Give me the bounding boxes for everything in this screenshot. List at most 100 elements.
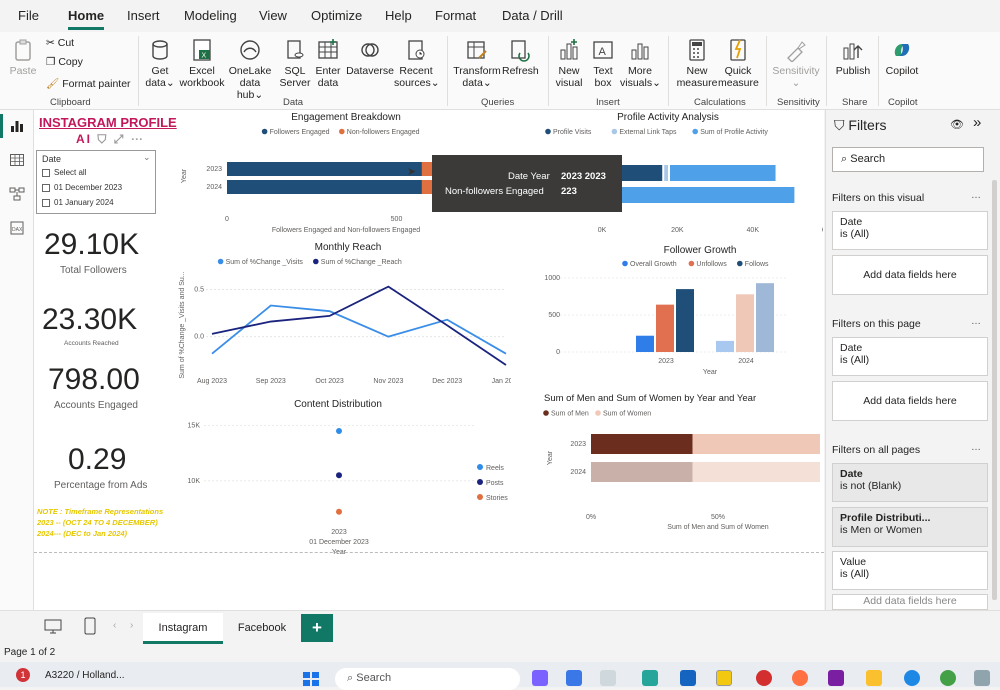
collapse-pane-icon[interactable]: » <box>973 114 982 131</box>
enter-data-button[interactable]: Enter data <box>313 38 343 89</box>
recent-sources-button[interactable]: Recent sources⌄ <box>394 38 440 89</box>
tab-facebook[interactable]: Facebook <box>237 622 287 634</box>
slicer-option-jan-2024[interactable]: 01 January 2024 <box>42 198 114 207</box>
next-page-icon[interactable]: › <box>130 620 134 631</box>
add-data-fields-visual[interactable]: Add data fields here <box>832 255 988 295</box>
previous-page-icon[interactable]: ‹ <box>113 620 117 631</box>
file-explorer-taskbar-icon[interactable] <box>600 670 616 686</box>
power-bi-taskbar-icon[interactable] <box>716 670 732 686</box>
model-view-icon[interactable] <box>9 186 25 202</box>
taskbar-app-label[interactable]: A3220 / Holland... <box>45 670 125 681</box>
edge-taskbar-icon[interactable] <box>904 670 920 686</box>
folder-taskbar-icon[interactable] <box>866 670 882 686</box>
copy-button[interactable]: ❐ Copy <box>46 56 83 68</box>
gender-distribution-chart[interactable]: Sum of Men and Sum of Women by Year and … <box>508 390 820 550</box>
chevron-down-icon[interactable]: ⌄ <box>143 152 151 162</box>
legend-marker <box>313 258 319 265</box>
active-indicator <box>0 114 3 138</box>
tooltip-value-year: 2023 2023 <box>561 171 606 182</box>
date-slicer[interactable]: Date ⌄ Select all 01 December 2023 01 Ja… <box>36 150 156 214</box>
get-data-button[interactable]: Get data⌄ <box>143 38 177 89</box>
notification-badge[interactable]: 1 <box>16 668 30 682</box>
excel-workbook-button[interactable]: X Excel workbook <box>178 38 226 89</box>
more-options-icon[interactable]: … <box>971 190 981 201</box>
terminal-taskbar-icon[interactable] <box>642 670 658 686</box>
add-data-fields-all[interactable]: Add data fields here <box>832 594 988 610</box>
menu-data-drill[interactable]: Data / Drill <box>502 8 563 23</box>
slicer-option-select-all[interactable]: Select all <box>42 168 86 177</box>
sql-server-button[interactable]: SQL Server <box>278 38 312 89</box>
mobile-layout-icon[interactable] <box>84 617 96 635</box>
cut-button[interactable]: ✂ Cut <box>46 37 75 49</box>
refresh-button[interactable]: Refresh <box>502 38 539 77</box>
legend-marker <box>737 260 743 267</box>
checkbox[interactable] <box>42 168 50 177</box>
add-page-button[interactable]: + <box>301 614 333 642</box>
dataverse-button[interactable]: Dataverse <box>346 38 394 77</box>
copilot-button[interactable]: Copilot <box>882 38 922 77</box>
format-painter-button[interactable]: 🖌 Format painter <box>46 78 131 90</box>
menu-modeling[interactable]: Modeling <box>184 8 237 23</box>
copilot-taskbar-icon[interactable] <box>532 670 548 686</box>
focus-mode-icon[interactable]: ⤢ <box>113 132 126 146</box>
more-options-icon[interactable]: ⋯ <box>130 132 145 146</box>
checkbox[interactable] <box>42 183 50 192</box>
filters-search-box[interactable]: ⌕ Search <box>832 147 984 172</box>
report-view-icon[interactable] <box>9 118 25 134</box>
filter-icon[interactable]: ⛉ <box>97 132 109 146</box>
menu-insert[interactable]: Insert <box>127 8 160 23</box>
new-measure-button[interactable]: New measure <box>675 38 719 89</box>
widgets-taskbar-icon[interactable] <box>566 670 582 686</box>
content-distribution-chart[interactable]: Content Distribution 15K 10K Reels Posts Stor… <box>176 395 511 555</box>
eye-icon[interactable]: 👁 <box>950 119 964 131</box>
taskbar-search-box[interactable]: ⌕ Search <box>335 668 520 690</box>
outlook-taskbar-icon[interactable] <box>680 670 696 686</box>
ai-icon[interactable]: AI <box>76 132 92 146</box>
follower-growth-chart[interactable]: Follower Growth Overall Growth Unfollows Fo… <box>508 240 818 392</box>
publish-button[interactable]: Publish <box>832 38 874 77</box>
text-box-button[interactable]: A Text box <box>588 38 618 89</box>
onenote-taskbar-icon[interactable] <box>828 670 844 686</box>
checkbox[interactable] <box>42 198 50 207</box>
onelake-data-hub-button[interactable]: OneLake data hub⌄ <box>226 38 274 101</box>
add-data-fields-page[interactable]: Add data fields here <box>832 381 988 421</box>
chrome-taskbar-icon[interactable] <box>940 670 956 686</box>
quick-measure-button[interactable]: Quick measure <box>718 38 759 89</box>
more-visuals-button[interactable]: More visuals⌄ <box>620 38 661 89</box>
more-options-icon[interactable]: … <box>971 316 981 327</box>
monthly-reach-chart[interactable]: Monthly Reach Sum of %Change _Visits Sum o… <box>176 240 511 392</box>
filter-card-profile-distribution[interactable]: Profile Distributi... is Men or Women <box>832 507 988 547</box>
y-axis-label: Year <box>181 168 188 183</box>
app-taskbar-icon[interactable] <box>974 670 990 686</box>
menu-optimize[interactable]: Optimize <box>311 8 363 23</box>
slicer-option-dec-2023[interactable]: 01 December 2023 <box>42 183 122 192</box>
windows-start-icon[interactable] <box>302 671 320 687</box>
sql-server-icon <box>287 40 304 59</box>
y-axis-label: Year <box>547 450 554 465</box>
chart-title: Monthly Reach <box>315 242 382 253</box>
filter-card-date-page[interactable]: Date is (All) <box>832 337 988 376</box>
dax-query-view-icon[interactable]: DAX <box>9 220 25 236</box>
tab-instagram[interactable]: Instagram <box>143 613 223 644</box>
paste-button[interactable]: Paste <box>8 38 38 77</box>
sensitivity-button[interactable]: Sensitivity ⌄ <box>770 38 822 89</box>
opera-taskbar-icon[interactable] <box>756 670 772 686</box>
menu-format[interactable]: Format <box>435 8 477 23</box>
more-options-icon[interactable]: … <box>971 442 981 453</box>
legend-label: Sum of Men <box>551 411 589 418</box>
menu-view[interactable]: View <box>259 8 287 23</box>
filters-scrollbar[interactable] <box>992 180 997 600</box>
filter-card-date-all[interactable]: Date is not (Blank) <box>832 463 988 502</box>
menu-help[interactable]: Help <box>385 8 412 23</box>
desktop-layout-icon[interactable] <box>44 619 62 635</box>
menu-home[interactable]: Home <box>68 8 105 30</box>
table-view-icon[interactable] <box>9 152 25 168</box>
legend-marker <box>477 494 483 500</box>
filter-card-date-visual[interactable]: Date is (All) <box>832 211 988 250</box>
new-visual-button[interactable]: New visual <box>552 38 586 89</box>
menu-file[interactable]: File <box>18 8 39 23</box>
calculations-group-label: Calculations <box>694 97 746 108</box>
filter-card-value[interactable]: Value is (All) <box>832 551 988 590</box>
transform-data-button[interactable]: Transform data⌄ <box>452 38 502 89</box>
firefox-taskbar-icon[interactable] <box>792 670 808 686</box>
